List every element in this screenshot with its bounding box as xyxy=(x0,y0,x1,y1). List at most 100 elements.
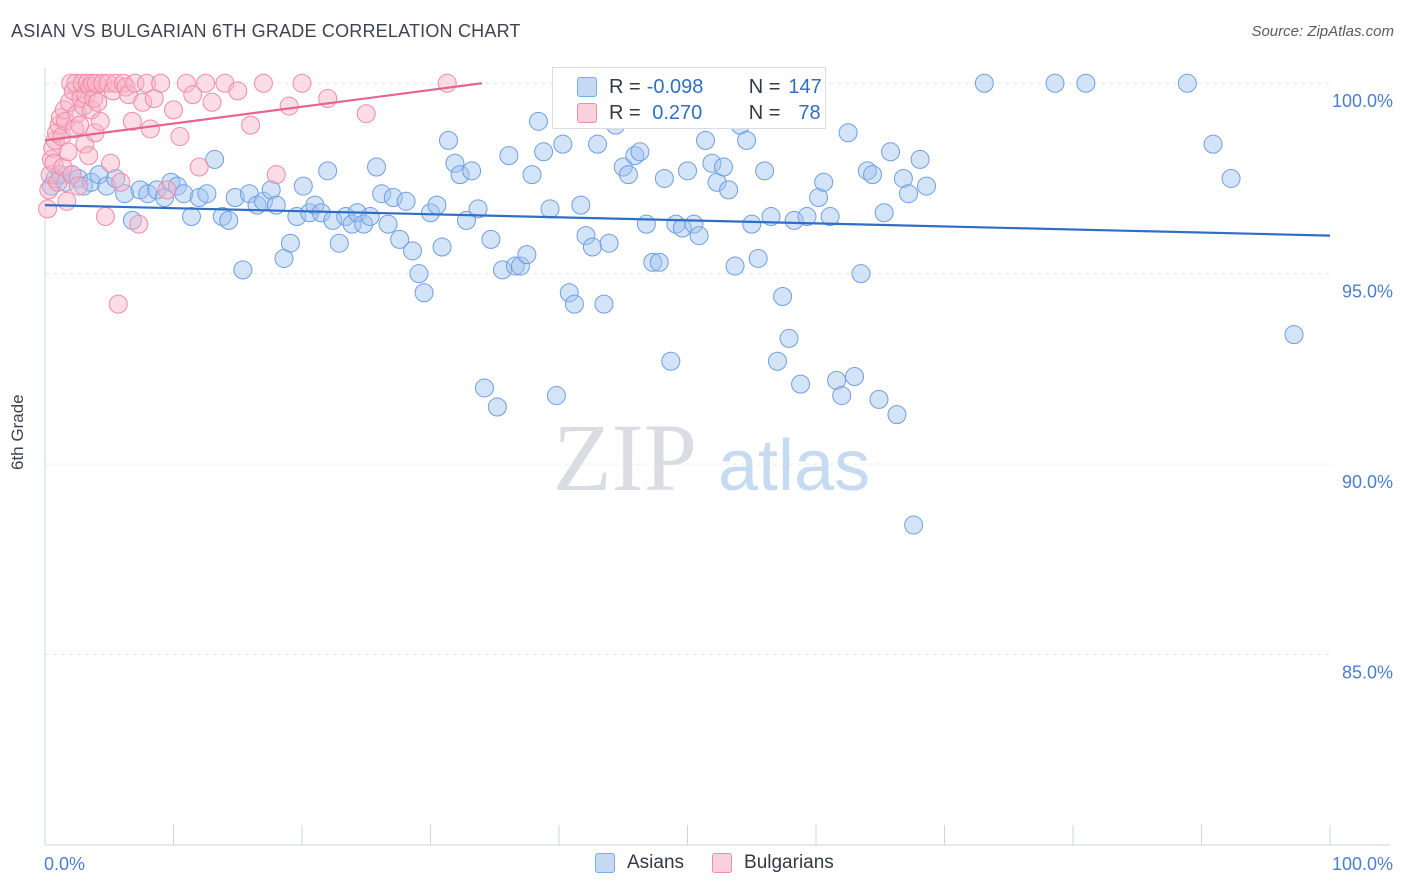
legend-n-value: 147 xyxy=(788,75,822,98)
point-asians xyxy=(167,176,187,196)
point-asians xyxy=(367,157,387,177)
point-bulgarians xyxy=(59,92,79,112)
point-asians xyxy=(468,199,488,219)
point-asians xyxy=(742,214,762,234)
point-asians xyxy=(725,256,745,276)
point-asians xyxy=(917,176,937,196)
point-asians xyxy=(354,214,374,234)
point-asians xyxy=(974,73,994,93)
point-asians xyxy=(893,168,913,188)
point-asians xyxy=(462,161,482,181)
point-asians xyxy=(427,195,447,215)
point-bulgarians xyxy=(266,165,286,185)
point-bulgarians xyxy=(189,157,209,177)
point-asians xyxy=(689,226,709,246)
point-bulgarians xyxy=(61,73,81,93)
point-asians xyxy=(293,176,313,196)
point-asians xyxy=(528,111,548,131)
point-asians xyxy=(910,149,930,169)
point-bulgarians xyxy=(176,73,196,93)
point-asians xyxy=(372,184,392,204)
point-bulgarians xyxy=(103,81,123,101)
point-bulgarians xyxy=(164,100,183,120)
point-asians xyxy=(630,142,650,162)
point-bulgarians xyxy=(111,172,131,192)
legend-item-asians[interactable]: Asians xyxy=(595,852,684,874)
point-asians xyxy=(432,237,452,257)
point-asians xyxy=(378,214,398,234)
point-asians xyxy=(748,248,768,268)
legend-swatch-bulgarians xyxy=(577,103,597,123)
point-asians xyxy=(625,146,645,166)
point-asians xyxy=(661,351,681,371)
point-asians xyxy=(564,294,584,314)
legend-item-bulgarians[interactable]: Bulgarians xyxy=(712,852,834,874)
point-asians xyxy=(205,149,225,169)
point-asians xyxy=(197,184,217,204)
point-asians xyxy=(737,130,757,150)
point-bulgarians xyxy=(67,104,87,124)
legend-r-label: R = xyxy=(609,75,641,98)
point-asians xyxy=(115,184,135,204)
legend-n-value: 78 xyxy=(798,101,821,124)
point-bulgarians xyxy=(58,142,78,162)
source-credit: Source: ZipAtlas.com xyxy=(1251,23,1394,40)
legend-swatch-asians xyxy=(577,77,597,97)
point-bulgarians xyxy=(86,73,106,93)
point-asians xyxy=(438,130,458,150)
point-bulgarians xyxy=(57,191,77,211)
point-bulgarians xyxy=(79,146,99,166)
legend-swatch-bulgarians xyxy=(712,853,733,873)
legend-label-bulgarians: Bulgarians xyxy=(744,852,834,873)
point-bulgarians xyxy=(157,180,177,200)
point-asians xyxy=(571,195,591,215)
legend-swatch-asians xyxy=(595,853,615,873)
stats-legend: R = -0.098 N = 147 R = 0.270 N = 78 xyxy=(552,67,826,129)
point-asians xyxy=(421,203,440,223)
point-asians xyxy=(814,172,834,192)
point-bulgarians xyxy=(125,73,145,93)
point-asians xyxy=(599,233,619,253)
point-bulgarians xyxy=(292,73,312,93)
point-asians xyxy=(838,123,858,143)
point-asians xyxy=(654,168,674,188)
point-asians xyxy=(863,165,883,185)
point-bulgarians xyxy=(202,92,222,112)
point-asians xyxy=(1045,73,1065,93)
point-asians xyxy=(522,165,542,185)
point-asians xyxy=(874,203,894,223)
point-asians xyxy=(791,374,811,394)
point-bulgarians xyxy=(106,73,126,93)
point-asians xyxy=(881,142,901,162)
point-asians xyxy=(695,130,715,150)
watermark-atlas: atlas xyxy=(718,426,870,506)
point-bulgarians xyxy=(101,153,121,173)
point-asians xyxy=(510,256,530,276)
point-asians xyxy=(869,389,889,409)
watermark: ZIP atlas xyxy=(553,404,870,511)
point-asians xyxy=(280,233,300,253)
point-bulgarians xyxy=(68,176,88,196)
point-asians xyxy=(851,264,871,284)
point-bulgarians xyxy=(241,115,261,135)
legend-r-label: R = xyxy=(609,101,641,124)
point-asians xyxy=(857,161,877,181)
point-asians xyxy=(643,252,663,272)
point-asians xyxy=(784,210,804,230)
point-asians xyxy=(755,161,775,181)
point-asians xyxy=(474,378,494,398)
point-bulgarians xyxy=(183,85,203,105)
point-asians xyxy=(534,142,554,162)
point-bulgarians xyxy=(253,73,273,93)
point-asians xyxy=(713,157,733,177)
legend-r-value: -0.098 xyxy=(646,75,704,98)
point-asians xyxy=(342,214,362,234)
point-asians xyxy=(492,260,512,280)
point-bulgarians xyxy=(90,111,110,131)
point-asians xyxy=(305,195,325,215)
point-asians xyxy=(481,229,501,249)
point-bulgarians xyxy=(62,165,82,185)
point-asians xyxy=(797,207,817,227)
point-asians xyxy=(899,184,919,204)
point-asians xyxy=(678,161,697,181)
